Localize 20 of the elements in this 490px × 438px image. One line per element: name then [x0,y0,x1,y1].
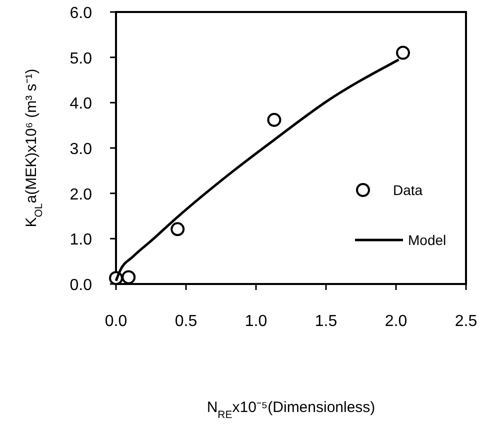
x-tick-label: 2.5 [454,313,478,330]
x-tick-label: 1.5 [314,313,338,330]
y-tick-label: 6.0 [70,5,92,22]
y-tick-label: 1.0 [70,232,92,249]
x-tick-label: 0.0 [104,313,128,330]
point [267,112,282,127]
point [396,46,410,60]
x-axis-title: N$_{RE}$x10⁻⁵(Dimensionless) [206,399,376,421]
point [170,222,185,236]
legend-label: Model [408,232,446,248]
y-tick-label: 2.0 [70,186,92,204]
y-tick-label: 4.0 [70,96,92,113]
legend-label: Data [393,182,423,198]
y-tick-label: 5.0 [70,50,92,68]
x-tick-label: 1.0 [244,313,268,330]
y-tick-label: 0.0 [70,277,92,294]
point [122,270,136,284]
y-tick-label: 3.0 [70,141,92,158]
x-tick-label: 0.5 [174,313,198,330]
x-tick-label: 2.0 [384,313,408,330]
